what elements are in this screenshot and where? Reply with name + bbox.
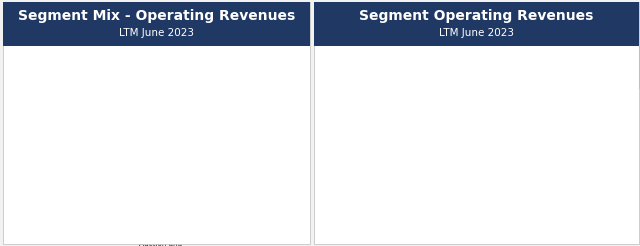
Wedge shape [88,93,157,144]
Text: Auction and
Liquidation
5%: Auction and Liquidation 5% [139,241,182,246]
Text: Financial
Consulting
7%: Financial Consulting 7% [205,221,243,241]
Text: 1,472,802: 1,472,802 [523,217,574,226]
Text: 37%: 37% [610,120,629,129]
Text: 23%: 23% [610,186,629,195]
Text: 333,643: 333,643 [538,186,574,195]
Text: 7%: 7% [615,170,629,179]
Wedge shape [102,69,157,144]
Text: 83,038: 83,038 [544,153,574,162]
Wedge shape [156,69,232,196]
Text: 15%: 15% [610,203,629,212]
Text: 104,484: 104,484 [538,170,574,179]
Wedge shape [81,144,157,205]
Text: Financial Consulting: Financial Consulting [321,170,407,179]
Text: 13%: 13% [610,137,629,146]
Text: 100%: 100% [602,217,629,226]
Text: LTM June 2023: LTM June 2023 [119,29,194,38]
Text: Consumer
15%: Consumer 15% [242,159,279,172]
Text: Segment Operating Revenues: Segment Operating Revenues [359,9,594,23]
Text: 5%: 5% [615,153,629,162]
Text: Wealth Management: Wealth Management [321,137,410,146]
Text: $: $ [476,217,483,226]
Text: 188,702: 188,702 [538,137,574,146]
Wedge shape [112,144,211,220]
FancyBboxPatch shape [463,46,587,89]
Text: Auction and Liquidation: Auction and Liquidation [321,153,423,162]
Text: 217,145: 217,145 [538,203,574,212]
Text: Communications: Communications [321,186,393,195]
Text: Capital Markets: Capital Markets [321,120,388,129]
FancyBboxPatch shape [577,46,640,89]
Text: Capital
Markets
37%: Capital Markets 37% [35,125,64,145]
Text: (Dollars in thousands): (Dollars in thousands) [321,100,404,109]
Text: LTM June 2023: LTM June 2023 [439,29,514,38]
Text: Wealth
Management
13%: Wealth Management 13% [36,189,84,209]
Text: %: % [605,63,614,72]
Text: 545,790: 545,790 [538,120,574,129]
Text: $: $ [476,120,482,129]
Text: Twelve Months
Ended
June 30, 2023: Twelve Months Ended June 30, 2023 [490,52,561,83]
Wedge shape [81,112,157,144]
Text: Segment Mix - Operating Revenues: Segment Mix - Operating Revenues [18,9,295,23]
Text: Consumer: Consumer [321,203,365,212]
Text: Communications
23%: Communications 23% [213,85,273,98]
Text: Operating Revenues: Operating Revenues [353,217,457,226]
